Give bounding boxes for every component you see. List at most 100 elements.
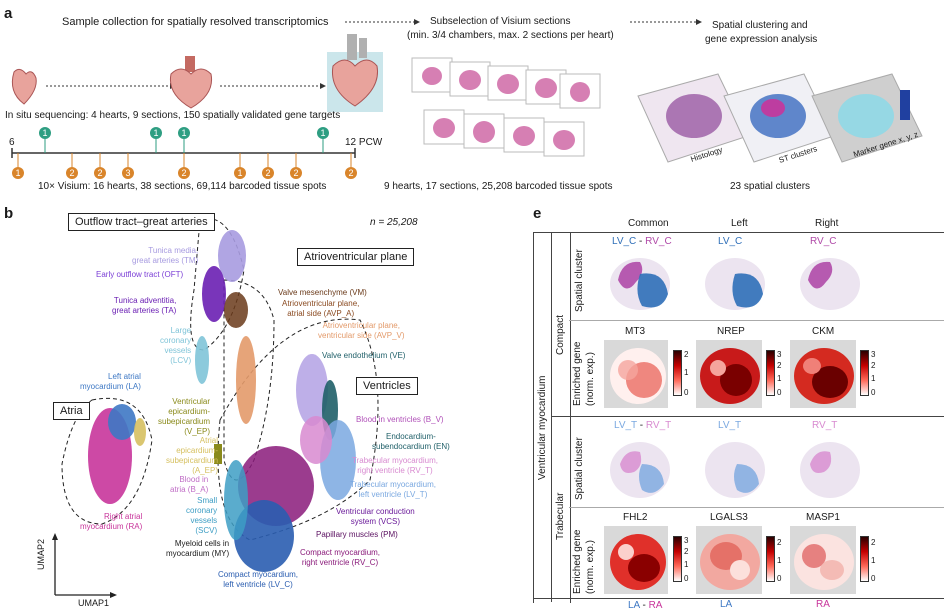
subset-text: 9 hearts, 17 sections, 25,208 barcoded t… bbox=[384, 181, 613, 192]
frame-divider-4 bbox=[569, 320, 944, 321]
label-rv-t: Trabecular myocardium, right ventricle (R… bbox=[352, 456, 438, 475]
panel-b-letter: b bbox=[4, 205, 14, 222]
orange-mark: 2 bbox=[94, 167, 106, 179]
label-b-v: Blood in ventricles (B_V) bbox=[356, 415, 444, 424]
orange-mark: 1 bbox=[234, 167, 246, 179]
colorbar bbox=[673, 350, 682, 396]
compact-title-common: LV_C - RV_C bbox=[612, 236, 672, 247]
analysis-layers bbox=[637, 73, 923, 163]
embryo-heart-icon bbox=[11, 68, 37, 105]
trab-spatial-maps bbox=[610, 442, 860, 498]
colorbar bbox=[860, 536, 869, 582]
clusters-text: 23 spatial clusters bbox=[730, 181, 811, 192]
step3-title-2: gene expression analysis bbox=[705, 34, 818, 45]
orange-mark: 2 bbox=[345, 167, 357, 179]
n-label: n = 25,208 bbox=[370, 217, 418, 228]
orange-mark: 1 bbox=[12, 167, 24, 179]
row-enriched-compact-1: Enriched gene bbox=[572, 341, 583, 407]
label-lv-t: Trabecular myocardium, left ventricle (LV… bbox=[350, 480, 436, 499]
col-header-left: Left bbox=[731, 218, 748, 229]
adult-heart-icon bbox=[327, 34, 383, 112]
colorbar bbox=[860, 350, 869, 396]
trab-title-left: LV_T bbox=[718, 420, 742, 431]
colorbar-tick: 1 bbox=[777, 556, 782, 565]
panel-e-letter: e bbox=[533, 205, 542, 222]
trab-expr-right bbox=[790, 526, 856, 594]
colorbar-tick: 2 bbox=[684, 547, 689, 556]
frame-top bbox=[569, 232, 944, 233]
colorbar-tick: 1 bbox=[777, 374, 782, 383]
umap-plot bbox=[52, 218, 379, 598]
label-tm: Tunica media, great arteries (TM) bbox=[132, 246, 199, 265]
colorbar-tick: 0 bbox=[684, 574, 689, 583]
label-my: Myeloid cells in myocardium (MY) bbox=[166, 539, 230, 558]
step3-title-1: Spatial clustering and bbox=[712, 20, 808, 31]
colorbar-tick: 0 bbox=[871, 574, 876, 583]
umap-yaxis: UMAP2 bbox=[36, 538, 46, 570]
compact-gene-common: MT3 bbox=[625, 326, 645, 337]
label-pm: Papillary muscles (PM) bbox=[316, 530, 398, 539]
trab-expr-left bbox=[696, 526, 762, 594]
visium-section-slides bbox=[411, 57, 601, 157]
col-header-common: Common bbox=[628, 218, 669, 229]
timeline-end: 12 PCW bbox=[345, 137, 383, 148]
panel-a-letter: a bbox=[4, 5, 13, 22]
compact-title-left: LV_C bbox=[718, 236, 743, 247]
compact-expr-left bbox=[696, 340, 762, 408]
label-la: Left atrial myocardium (LA) bbox=[80, 372, 141, 391]
green-mark: 1 bbox=[317, 127, 329, 139]
colorbar-tick: 2 bbox=[871, 361, 876, 370]
compact-expr-common bbox=[604, 340, 668, 408]
label-scv: Small coronary vessels (SCV) bbox=[186, 496, 218, 535]
orange-mark: 2 bbox=[290, 167, 302, 179]
colorbar-tick: 1 bbox=[871, 374, 876, 383]
trab-title-common: LV_T - RV_T bbox=[614, 420, 672, 431]
compact-spatial-maps bbox=[610, 258, 860, 310]
orange-mark: 2 bbox=[178, 167, 190, 179]
visium-text: 10× Visium: 16 hearts, 38 sections, 69,1… bbox=[38, 181, 327, 192]
colorbar-tick: 0 bbox=[777, 574, 782, 583]
label-a-ep: Atrial epicardium-subepicardium (A_EP) bbox=[166, 436, 219, 475]
frame-divider-3 bbox=[533, 598, 944, 599]
group-trabecular: Trabecular bbox=[555, 492, 566, 540]
orange-mark: 2 bbox=[66, 167, 78, 179]
label-ra: Right atrial myocardium (RA) bbox=[80, 512, 143, 531]
colorbar bbox=[766, 536, 775, 582]
label-vm: Valve mesenchyme (VM) bbox=[278, 288, 367, 297]
colorbar-tick: 3 bbox=[777, 350, 782, 359]
compact-gene-left: NREP bbox=[717, 326, 745, 337]
label-rv-c: Compact myocardium, right ventricle (RV_C… bbox=[300, 548, 381, 567]
colorbar bbox=[766, 350, 775, 396]
frame-divider-2 bbox=[551, 416, 944, 417]
colorbar-tick: 2 bbox=[777, 361, 782, 370]
colorbar-tick: 3 bbox=[684, 536, 689, 545]
frame-divider-1 bbox=[551, 232, 552, 602]
compact-expr-right bbox=[790, 340, 856, 408]
colorbar-tick: 1 bbox=[684, 368, 689, 377]
colorbar-tick: 3 bbox=[871, 350, 876, 359]
box-av-plane: Atrioventricular plane bbox=[297, 248, 415, 266]
label-ta: Tunica adventitia, great arteries (TA) bbox=[112, 296, 177, 315]
orange-mark: 3 bbox=[122, 167, 134, 179]
label-oft: Early outflow tract (OFT) bbox=[96, 270, 184, 279]
box-atria: Atria bbox=[53, 402, 90, 420]
colorbar-tick: 0 bbox=[871, 388, 876, 397]
trab-gene-right: MASP1 bbox=[806, 512, 840, 523]
step2-title-2: (min. 3/4 chambers, max. 2 sections per … bbox=[407, 30, 614, 41]
row-spatial-compact: Spatial cluster bbox=[574, 249, 585, 312]
trab-title-right: RV_T bbox=[812, 420, 838, 431]
step2-title-1: Subselection of Visium sections bbox=[430, 16, 571, 27]
umap-xaxis: UMAP1 bbox=[78, 598, 110, 608]
label-lv-c: Compact myocardium, left ventricle (LV_C) bbox=[218, 570, 299, 589]
label-lcv: Large coronary vessels (LCV) bbox=[160, 326, 192, 365]
timeline bbox=[11, 139, 356, 167]
fetal-heart-icon bbox=[169, 56, 213, 109]
green-mark: 1 bbox=[150, 127, 162, 139]
bottom-title-left: LA bbox=[720, 599, 733, 610]
compact-title-right: RV_C bbox=[810, 236, 837, 247]
group-compact: Compact bbox=[555, 314, 566, 355]
orange-mark: 2 bbox=[262, 167, 274, 179]
colorbar-tick: 2 bbox=[684, 350, 689, 359]
colorbar-tick: 0 bbox=[777, 388, 782, 397]
colorbar-tick: 1 bbox=[871, 556, 876, 565]
